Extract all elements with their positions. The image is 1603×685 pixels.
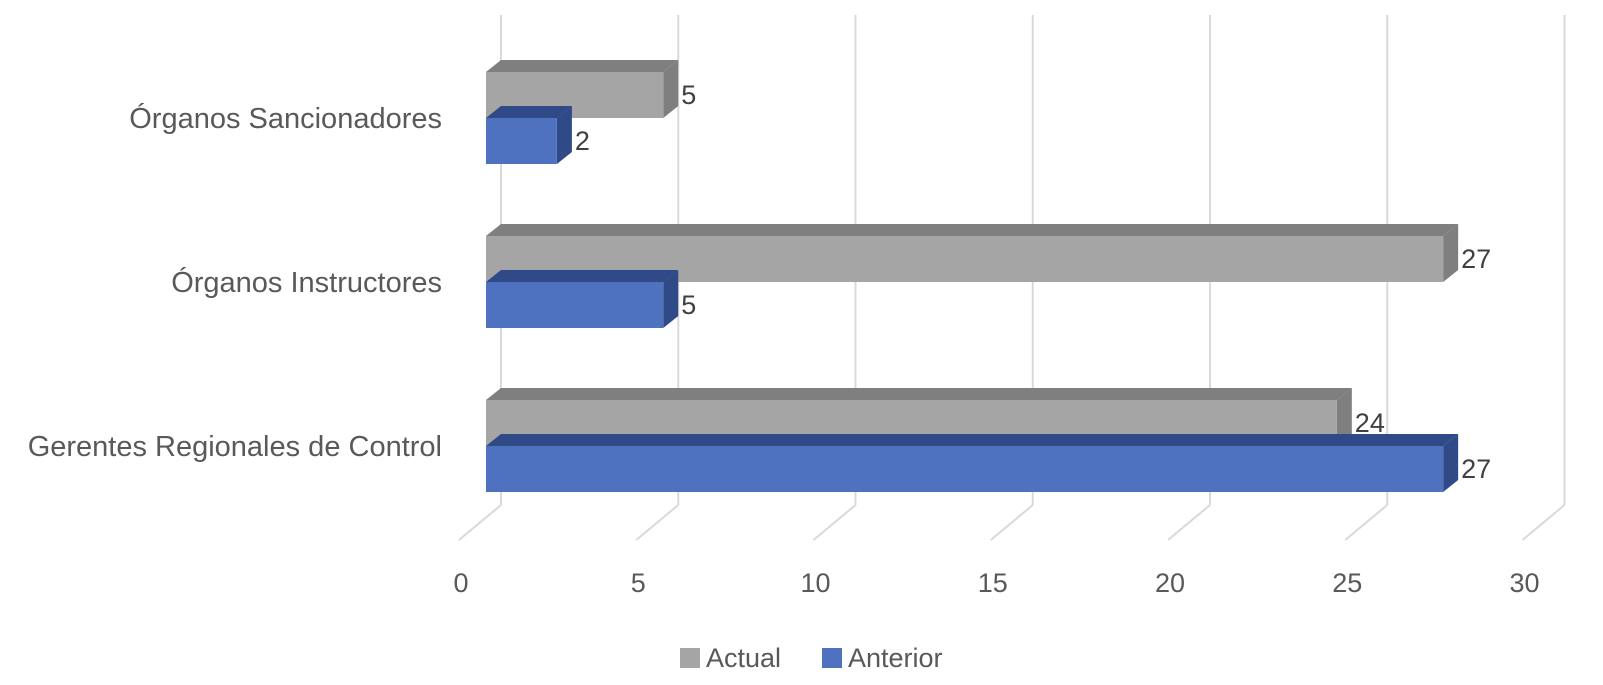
legend-label-actual: Actual	[706, 643, 781, 673]
x-tick-label-5: 5	[631, 568, 646, 598]
bar-actual-organos-sancionadores-top	[486, 60, 679, 72]
bar-anterior-gerentes-regionales-de-control-top	[486, 434, 1459, 446]
bar-anterior-organos-instructores-top	[486, 270, 679, 282]
bar-anterior-gerentes-regionales-de-control-side	[1443, 434, 1459, 492]
x-tick-label-20: 20	[1155, 568, 1185, 598]
bar-anterior-organos-sancionadores-front	[486, 118, 557, 164]
data-label-anterior-gerentes-regionales-de-control: 27	[1461, 454, 1491, 484]
category-label-organos-sancionadores: Órganos Sancionadores	[129, 102, 442, 135]
bar-actual-gerentes-regionales-de-control-top	[486, 388, 1352, 400]
category-label-gerentes-regionales-de-control: Gerentes Regionales de Control	[28, 431, 442, 463]
category-label-organos-instructores: Órganos Instructores	[171, 266, 442, 299]
data-label-actual-organos-sancionadores: 5	[681, 80, 696, 110]
x-tick-label-25: 25	[1332, 568, 1362, 598]
floor-gridline-10	[812, 504, 857, 541]
legend-swatch-actual	[680, 648, 700, 668]
legend-swatch-anterior	[822, 648, 842, 668]
data-label-actual-organos-instructores: 27	[1461, 244, 1491, 274]
bar-anterior-organos-sancionadores-side	[556, 106, 572, 164]
bar-anterior-organos-instructores-side	[663, 270, 679, 328]
legend-label-anterior: Anterior	[848, 643, 943, 673]
category-labels: Gerentes Regionales de Control Órganos In…	[28, 102, 442, 463]
bar-actual-organos-sancionadores-side	[663, 60, 679, 118]
data-label-actual-gerentes-regionales-de-control: 24	[1355, 408, 1385, 438]
floor-gridline-15	[990, 504, 1034, 541]
floor-gridline-0	[458, 504, 502, 541]
x-tick-label-10: 10	[800, 568, 830, 598]
bar-actual-organos-sancionadores	[486, 60, 679, 118]
data-label-anterior-organos-instructores: 5	[681, 290, 696, 320]
bar-anterior-organos-sancionadores	[486, 106, 572, 164]
x-axis-tick-labels: 0 5 10 15 20 25 30	[453, 568, 1539, 598]
x-tick-label-30: 30	[1509, 568, 1539, 598]
legend: Actual Anterior	[680, 643, 943, 673]
bar-anterior-gerentes-regionales-de-control	[486, 434, 1459, 492]
bar-actual-organos-instructores-side	[1443, 224, 1459, 282]
bar-actual-organos-instructores-top	[486, 224, 1459, 236]
bars: 24 27 27 5 5 2	[486, 60, 1491, 492]
bar-anterior-organos-instructores	[486, 270, 679, 328]
bar-anterior-organos-instructores-front	[486, 282, 664, 328]
floor-gridline-30	[1521, 504, 1566, 541]
x-tick-label-15: 15	[978, 568, 1008, 598]
data-label-anterior-organos-sancionadores: 2	[575, 126, 590, 156]
x-tick-label-0: 0	[453, 568, 468, 598]
floor-gridline-20	[1167, 504, 1211, 541]
floor-gridline-25	[1344, 504, 1388, 541]
bar-actual-gerentes-regionales-de-control-side	[1336, 388, 1352, 446]
bar-anterior-organos-sancionadores-top	[486, 106, 572, 118]
bar-anterior-gerentes-regionales-de-control-front	[486, 446, 1444, 492]
floor-gridline-5	[635, 504, 679, 541]
